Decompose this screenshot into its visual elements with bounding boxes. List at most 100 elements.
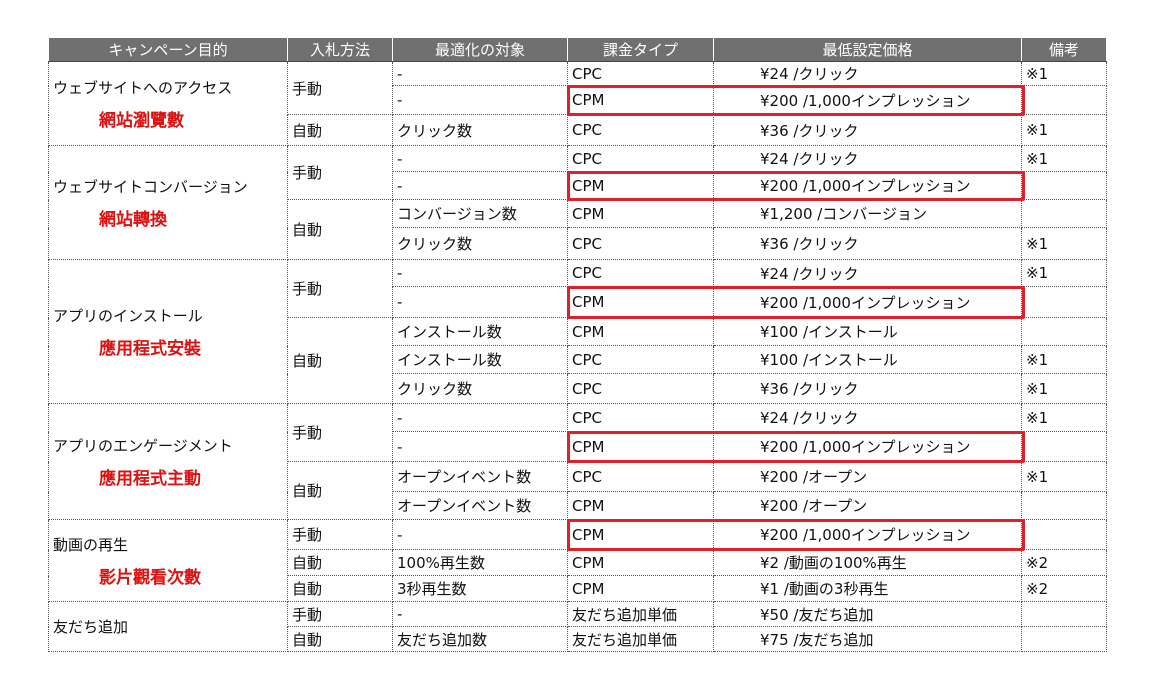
billing-cell: CPM (567, 286, 714, 318)
price-cell: ¥200 /1,000インプレッション (713, 286, 1022, 318)
billing-cell: CPM (567, 575, 714, 602)
purpose-cell: アプリのエンゲージメント應用程式主動 (48, 403, 288, 520)
price-cell: ¥24 /クリック (713, 145, 1022, 172)
price-cell: ¥24 /クリック (713, 259, 1022, 287)
target-cell: インストール数 (392, 345, 568, 374)
note-cell (1021, 626, 1107, 652)
billing-cell: CPC (567, 345, 714, 374)
header-cell: 最適化の対象 (392, 37, 568, 62)
table-row: オープンイベント数 CPM ¥200 /オープン (49, 491, 1107, 520)
target-cell: - (392, 259, 568, 287)
purpose-zh: 應用程式安裝 (99, 338, 201, 359)
header-cell: 最低設定価格 (713, 37, 1022, 62)
table-row: 自動 友だち追加数 友だち追加単価 ¥75 /友だち追加 (49, 626, 1107, 652)
note-cell (1021, 286, 1107, 318)
table-row: 動画の再生 影片觀看次數 手動 - CPM ¥200 /1,000インプレッション (48, 519, 1107, 602)
bid-method-cell: 手動 (287, 519, 393, 550)
price-cell: ¥36 /クリック (713, 114, 1022, 146)
price-cell: ¥24 /クリック (713, 61, 1022, 86)
table-row: - CPM ¥200 /1,000インプレッション (49, 286, 1107, 318)
billing-cell: CPM (567, 431, 714, 462)
purpose-cell: ウェブサイトコンバージョン網站轉換 (48, 145, 288, 260)
price-cell: ¥36 /クリック (713, 227, 1022, 260)
note-cell: ※1 (1021, 461, 1107, 492)
price-cell: ¥200 /1,000インプレッション (713, 519, 1022, 550)
target-cell: オープンイベント数 (392, 491, 568, 520)
price-cell: ¥1,200 /コンバージョン (713, 199, 1022, 228)
target-cell: 友だち追加数 (392, 626, 568, 652)
table-row: ウェブサイトコンバージョン 網站轉換 手動 - CPC ¥24 /クリック ※1 (48, 145, 1107, 260)
target-cell: 100%再生数 (392, 549, 568, 576)
table-row: 友だち追加 手動 - 友だち追加単価 ¥50 /友だち追加 (48, 601, 1107, 652)
table-row: 自動 インストール数 CPM ¥100 /インストール (49, 317, 1107, 404)
table-wrap: キャンペーン目的 入札方法 最適化の対象 課金タイプ 最低設定価格 備考 ウェブサイトへの… (48, 37, 1107, 652)
price-cell: ¥100 /インストール (713, 345, 1022, 374)
price-cell: ¥2 /動画の100%再生 (713, 549, 1022, 576)
bid-method-cell: 自動 (287, 575, 393, 602)
purpose-ja: ウェブサイトコンバージョン (53, 177, 248, 196)
target-cell: 3秒再生数 (392, 575, 568, 602)
target-cell: - (392, 85, 568, 115)
purpose-zh: 網站瀏覽數 (99, 110, 184, 131)
note-cell (1021, 199, 1107, 228)
bid-method-cell: 自動 (287, 199, 393, 260)
header-row: キャンペーン目的 入札方法 最適化の対象 課金タイプ 最低設定価格 備考 (48, 37, 1107, 62)
note-cell (1021, 85, 1107, 115)
billing-cell: CPM (567, 549, 714, 576)
billing-cell: CPC (567, 461, 714, 492)
note-cell: ※1 (1021, 114, 1107, 146)
price-cell: ¥100 /インストール (713, 317, 1022, 346)
header-cell: キャンペーン目的 (48, 37, 288, 62)
bid-method-cell: 手動 (287, 403, 393, 462)
target-cell: クリック数 (392, 114, 568, 146)
purpose-cell: アプリのインストール應用程式安裝 (48, 259, 288, 404)
target-cell: - (392, 171, 568, 200)
billing-cell: CPC (567, 114, 714, 146)
note-cell (1021, 171, 1107, 200)
billing-cell: CPC (567, 259, 714, 287)
note-cell (1021, 491, 1107, 520)
billing-cell: CPM (567, 491, 714, 520)
price-cell: ¥36 /クリック (713, 373, 1022, 404)
purpose-ja: ウェブサイトへのアクセス (53, 78, 233, 97)
table-row: - CPM ¥200 /1,000インプレッション (49, 85, 1107, 115)
billing-cell: CPM (567, 199, 714, 228)
note-cell (1021, 601, 1107, 627)
billing-cell: CPM (567, 171, 714, 200)
billing-cell: CPC (567, 227, 714, 260)
price-cell: ¥1 /動画の3秒再生 (713, 575, 1022, 602)
billing-cell: 友だち追加単価 (567, 601, 714, 627)
note-cell: ※1 (1021, 373, 1107, 404)
billing-cell: CPM (567, 317, 714, 346)
table-row: - CPM ¥200 /1,000インプレッション (49, 171, 1107, 200)
purpose-cell: 動画の再生 影片觀看次數 (48, 519, 288, 602)
price-cell: ¥200 /1,000インプレッション (713, 431, 1022, 462)
table-row: 自動 3秒再生数 CPM ¥1 /動画の3秒再生 ※2 (49, 575, 1107, 602)
target-cell: - (392, 403, 568, 432)
purpose-ja: 動画の再生 (53, 535, 129, 554)
target-cell: - (392, 601, 568, 627)
price-cell: ¥200 /1,000インプレッション (713, 171, 1022, 200)
target-cell: コンバージョン数 (392, 199, 568, 228)
target-cell: オープンイベント数 (392, 461, 568, 492)
purpose-ja: アプリのインストール (53, 306, 203, 325)
purpose-zh: 應用程式主動 (99, 468, 201, 489)
target-cell: - (392, 61, 568, 86)
price-cell: ¥200 /オープン (713, 461, 1022, 492)
billing-cell: CPM (567, 519, 714, 550)
note-cell (1021, 317, 1107, 346)
price-cell: ¥200 /オープン (713, 491, 1022, 520)
note-cell: ※1 (1021, 145, 1107, 172)
bid-method-cell: 自動 (287, 461, 393, 520)
table-row: 自動 オープンイベント数 CPC ¥200 /オープン ※1 (49, 461, 1107, 520)
price-cell: ¥200 /1,000インプレッション (713, 85, 1022, 115)
purpose-zh: 網站轉換 (99, 209, 167, 230)
note-cell: ※2 (1021, 549, 1107, 576)
purpose-ja: アプリのエンゲージメント (53, 436, 233, 455)
target-cell: - (392, 286, 568, 318)
header-cell: 入札方法 (287, 37, 393, 62)
header-cell: 備考 (1021, 37, 1107, 62)
note-cell: ※1 (1021, 259, 1107, 287)
table-row: アプリのエンゲージメント 應用程式主動 手動 - CPC ¥24 /クリック ※1 (48, 403, 1107, 520)
header-cell: 課金タイプ (567, 37, 714, 62)
